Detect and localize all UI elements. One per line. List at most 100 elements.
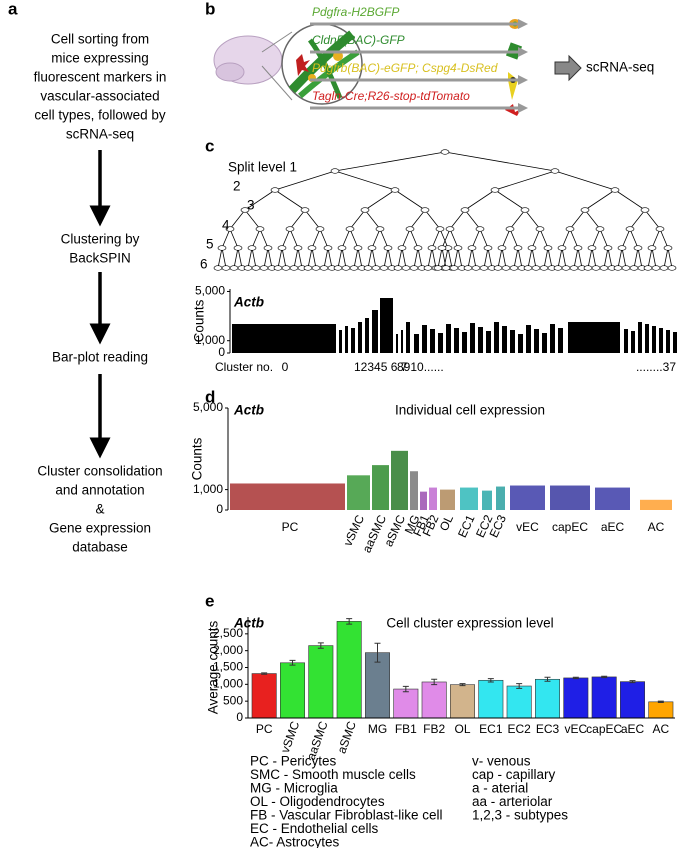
step-text: Cell sorting from	[51, 32, 149, 47]
tree-edge	[509, 228, 519, 249]
tree-edge	[487, 247, 493, 269]
tree-edge	[501, 228, 511, 249]
tree-node	[300, 207, 310, 213]
tree-node	[640, 207, 650, 213]
cell-expression	[429, 487, 437, 510]
tree-node	[375, 226, 385, 232]
tree-edge	[311, 247, 317, 269]
legend-text: FB - Vascular Fibroblast-like cell	[250, 808, 443, 823]
error-bar	[544, 676, 551, 682]
y-tick-label: 1,000	[195, 333, 225, 347]
legend-text: aa - arteriolar	[472, 794, 553, 809]
tree-edge	[584, 189, 616, 211]
tree-node	[285, 226, 295, 232]
tree-edge	[457, 247, 463, 269]
y-axis-label: Counts	[192, 299, 207, 342]
x-tick-label: vEC	[516, 520, 539, 534]
legend-text: AC- Astrocytes	[250, 835, 340, 848]
tree-node	[433, 265, 443, 271]
tree-node	[483, 245, 493, 251]
tree-node	[435, 226, 445, 232]
tree-edge	[471, 247, 477, 269]
tree-edge	[651, 247, 657, 269]
tree-edge	[629, 209, 646, 230]
tree-edge	[277, 247, 283, 269]
cell-expression	[410, 471, 418, 510]
tree-edge	[603, 247, 609, 269]
tree-edge	[569, 209, 586, 230]
x-tick-label: aEC	[621, 722, 645, 736]
y-tick-label: 1,500	[213, 660, 243, 674]
step-text: database	[72, 540, 128, 555]
cluster-block	[568, 322, 620, 353]
cluster-block	[534, 329, 539, 353]
tree-node	[303, 265, 313, 271]
panel-letter: e	[205, 591, 214, 610]
x-tick-label: EC1	[479, 722, 503, 736]
tree-node	[583, 265, 593, 271]
tree-edge	[364, 189, 396, 211]
split-level-label: 5	[206, 237, 214, 252]
cluster-label: 8910......	[397, 360, 444, 374]
tree-edge	[453, 247, 459, 269]
bar	[450, 684, 475, 719]
tree-edge	[554, 170, 616, 191]
tree-node	[367, 245, 377, 251]
cell-expression	[420, 491, 427, 510]
tree-edge	[561, 247, 567, 269]
tree-node	[651, 265, 661, 271]
tree-node	[460, 207, 470, 213]
tree-edge	[517, 247, 523, 269]
bar	[478, 679, 504, 719]
tree-node	[390, 187, 400, 193]
tree-node	[440, 149, 450, 155]
tree-node	[397, 245, 407, 251]
split-level-label: 3	[247, 198, 255, 213]
bar	[591, 676, 617, 719]
tree-edge	[293, 247, 299, 269]
cluster-block	[652, 326, 656, 353]
bar	[535, 678, 560, 719]
tree-node	[273, 265, 283, 271]
error-bar	[516, 683, 523, 689]
tree-node	[311, 265, 321, 271]
tree-edge	[647, 247, 653, 269]
chart-title: Actb	[233, 616, 264, 631]
cluster-block	[478, 327, 483, 353]
tree-node	[613, 265, 623, 271]
tree-edge	[281, 247, 287, 269]
cell-expression	[482, 490, 492, 510]
tree-node	[427, 245, 437, 251]
tree-edge	[557, 247, 563, 269]
tree-node	[633, 245, 643, 251]
tree-node	[337, 245, 347, 251]
tree-edge	[297, 247, 303, 269]
bar	[506, 685, 532, 719]
cluster-block	[406, 322, 410, 353]
tree-edge	[667, 247, 673, 269]
tree-node	[539, 265, 549, 271]
cell-expression	[510, 485, 545, 510]
step-text: BackSPIN	[69, 251, 131, 266]
tree-node	[647, 245, 657, 251]
tree-node	[353, 245, 363, 251]
tree-edge	[319, 228, 329, 249]
tree-node	[393, 265, 403, 271]
tree-node	[263, 245, 273, 251]
tree-edge	[427, 247, 433, 269]
step-text: Clustering by	[61, 232, 140, 247]
cluster-block	[351, 328, 355, 353]
cluster-block	[339, 330, 342, 353]
legend-text: cap - capillary	[472, 767, 556, 782]
tree-edge	[449, 228, 459, 249]
tree-edge	[371, 247, 377, 269]
step-text: mice expressing	[51, 51, 149, 66]
tree-edge	[341, 247, 347, 269]
error-bar	[601, 675, 608, 679]
tree-node	[655, 226, 665, 232]
x-tick-label: capEC	[586, 722, 622, 736]
tree-node	[349, 265, 359, 271]
tree-node	[217, 245, 227, 251]
tree-node	[587, 245, 597, 251]
